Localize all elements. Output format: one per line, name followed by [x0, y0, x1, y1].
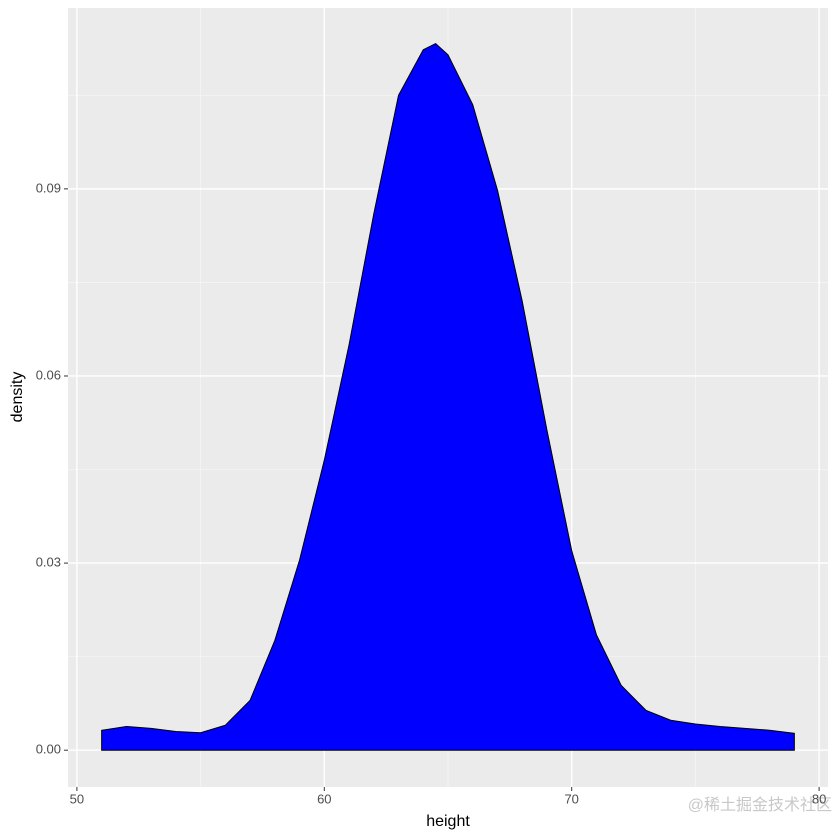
y-tick-label: 0.03 [36, 555, 61, 570]
x-tick-label: 50 [70, 791, 84, 806]
x-tick-label: 80 [812, 791, 826, 806]
y-tick-label: 0.06 [36, 367, 61, 382]
x-axis-title: height [426, 813, 470, 830]
y-tick-label: 0.00 [36, 742, 61, 757]
y-tick-label: 0.09 [36, 180, 61, 195]
watermark: @稀土掘金技术社区 [688, 796, 832, 814]
x-tick-label: 60 [317, 791, 331, 806]
x-tick-label: 70 [564, 791, 578, 806]
y-axis-title: density [9, 372, 26, 423]
density-area [101, 42, 795, 751]
